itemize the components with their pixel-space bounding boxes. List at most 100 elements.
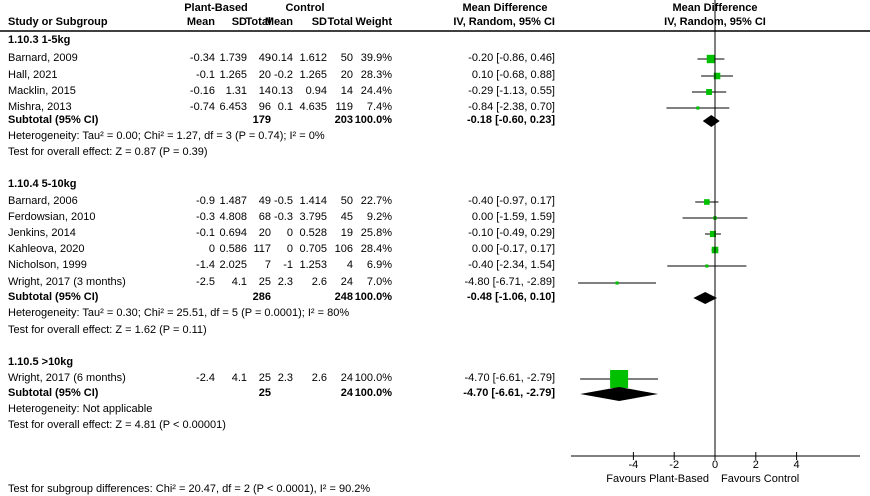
effect-marker xyxy=(704,199,710,205)
overall-effect-text: Test for overall effect: Z = 4.81 (P < 0… xyxy=(8,419,226,431)
heterogeneity-text: Heterogeneity: Tau² = 0.00; Chi² = 1.27,… xyxy=(8,130,325,142)
study-cell: -0.40 [-2.34, 1.54] xyxy=(468,259,555,271)
study-cell: 50 xyxy=(340,195,353,207)
study-cell: 0.13 xyxy=(271,85,293,97)
study-cell: 0.528 xyxy=(299,227,327,239)
study-cell: 1.265 xyxy=(219,69,247,81)
study-cell: -0.29 [-1.13, 0.55] xyxy=(468,85,555,97)
favours-right-label: Favours Control xyxy=(721,473,800,485)
x-tick-label: 2 xyxy=(752,459,759,471)
study-cell: -4.70 [-6.61, -2.79] xyxy=(464,372,556,384)
study-cell: -0.3 xyxy=(274,211,293,223)
x-tick-label: 4 xyxy=(793,459,800,471)
study-cell: 25.8% xyxy=(360,227,392,239)
study-cell: 0 xyxy=(208,243,215,255)
study-name: Hall, 2021 xyxy=(8,69,58,81)
study-cell: -0.1 xyxy=(196,227,215,239)
column-header: Total xyxy=(245,16,271,28)
study-cell: 24 xyxy=(340,372,353,384)
study-cell: 1.253 xyxy=(299,259,327,271)
study-name: Wright, 2017 (6 months) xyxy=(8,372,126,384)
study-cell: 9.2% xyxy=(366,211,392,223)
subtotal-cell: -0.48 [-1.06, 0.10] xyxy=(466,291,555,303)
subtotal-diamond xyxy=(693,292,718,304)
study-cell: -0.16 xyxy=(189,85,215,97)
study-cell: 0.1 xyxy=(277,101,293,113)
study-cell: 4.1 xyxy=(231,276,247,288)
study-cell: 0.10 [-0.68, 0.88] xyxy=(471,69,555,81)
study-name: Wright, 2017 (3 months) xyxy=(8,276,126,288)
column-header: Mean xyxy=(186,16,215,28)
subtotal-cell: 100.0% xyxy=(354,291,392,303)
study-cell: 49 xyxy=(258,195,271,207)
subtotal-cell: -4.70 [-6.61, -2.79] xyxy=(463,387,555,399)
study-cell: 100.0% xyxy=(354,372,392,384)
subtotal-diamond xyxy=(702,115,720,127)
study-cell: -2.4 xyxy=(196,372,215,384)
plot-header: Mean Difference xyxy=(672,2,758,14)
group2-header: Control xyxy=(285,2,325,14)
study-cell: -0.9 xyxy=(196,195,215,207)
subtotal-cell: 100.0% xyxy=(354,114,392,126)
study-cell: 14 xyxy=(340,85,353,97)
study-name: Barnard, 2009 xyxy=(8,52,78,64)
study-cell: 0 xyxy=(286,243,293,255)
plot-method-header: IV, Random, 95% CI xyxy=(664,16,766,28)
subtotal-cell: 179 xyxy=(252,114,271,126)
study-cell: 20 xyxy=(258,69,271,81)
study-cell: 0 xyxy=(286,227,293,239)
study-name: Ferdowsian, 2010 xyxy=(8,211,96,223)
study-cell: 7 xyxy=(264,259,271,271)
study-cell: 7.0% xyxy=(366,276,392,288)
effect-marker xyxy=(705,264,709,268)
study-cell: 0.94 xyxy=(305,85,327,97)
study-cell: 2.025 xyxy=(219,259,247,271)
column-header: IV, Random, 95% CI xyxy=(453,16,555,28)
study-cell: -0.34 xyxy=(189,52,215,64)
study-cell: 24 xyxy=(340,276,353,288)
study-cell: 19 xyxy=(340,227,353,239)
column-header: SD xyxy=(231,16,247,28)
effect-marker xyxy=(615,281,619,285)
subtotal-diamond xyxy=(580,387,659,401)
subtotal-cell: 203 xyxy=(334,114,353,126)
study-cell: 4 xyxy=(346,259,353,271)
study-name: Jenkins, 2014 xyxy=(8,227,76,239)
study-cell: -1.4 xyxy=(196,259,215,271)
subtotal-label: Subtotal (95% CI) xyxy=(8,387,99,399)
study-cell: 68 xyxy=(258,211,271,223)
study-cell: 2.3 xyxy=(277,372,293,384)
subtotal-label: Subtotal (95% CI) xyxy=(8,114,99,126)
subtotal-cell: 286 xyxy=(252,291,271,303)
study-cell: 2.6 xyxy=(311,372,327,384)
column-header: Weight xyxy=(355,16,392,28)
study-cell: 28.3% xyxy=(360,69,392,81)
effect-marker xyxy=(709,230,717,238)
subtotal-cell: 25 xyxy=(258,387,271,399)
study-cell: 39.9% xyxy=(360,52,392,64)
study-cell: 1.414 xyxy=(299,195,327,207)
study-cell: 0.00 [-1.59, 1.59] xyxy=(471,211,555,223)
effect-marker xyxy=(696,106,700,110)
study-cell: -0.74 xyxy=(189,101,215,113)
study-cell: 1.612 xyxy=(299,52,327,64)
study-cell: -0.40 [-0.97, 0.17] xyxy=(468,195,555,207)
column-header: Total xyxy=(327,16,353,28)
study-cell: -0.20 [-0.86, 0.46] xyxy=(468,52,555,64)
study-cell: 49 xyxy=(258,52,271,64)
subtotal-cell: 24 xyxy=(340,387,353,399)
study-cell: 14 xyxy=(258,85,271,97)
study-cell: -0.10 [-0.49, 0.29] xyxy=(468,227,555,239)
effect-marker xyxy=(706,54,716,64)
study-cell: -0.5 xyxy=(274,195,293,207)
study-cell: 117 xyxy=(253,243,271,255)
column-header: SD xyxy=(311,16,327,28)
study-cell: -2.5 xyxy=(196,276,215,288)
effect-marker xyxy=(610,370,629,388)
study-cell: -0.3 xyxy=(196,211,215,223)
effect-marker xyxy=(713,72,721,80)
study-cell: -1 xyxy=(283,259,293,271)
heterogeneity-text: Heterogeneity: Not applicable xyxy=(8,403,153,415)
study-cell: -0.2 xyxy=(274,69,293,81)
